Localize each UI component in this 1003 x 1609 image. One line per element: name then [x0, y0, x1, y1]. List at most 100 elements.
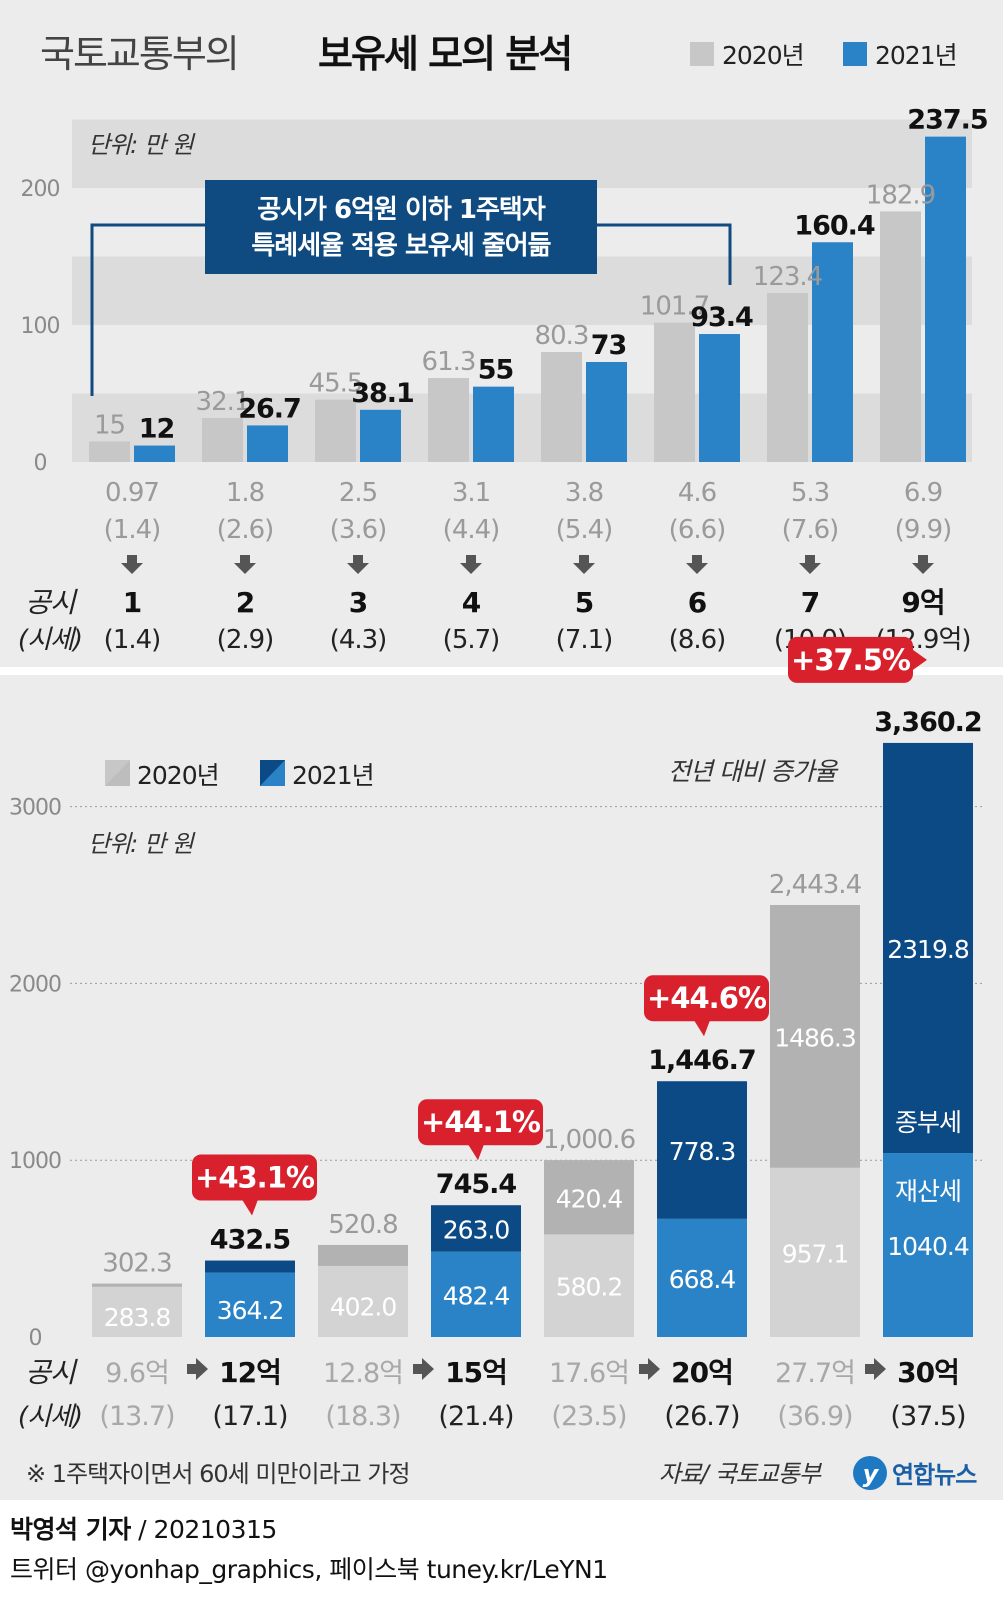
- bottom-y-tick-label: 2000: [9, 972, 61, 997]
- bottom-price: 30억: [897, 1356, 959, 1389]
- legend-label-2020: 2020년: [137, 761, 219, 790]
- bottom-price: 9.6억: [105, 1358, 169, 1389]
- top-bar-2021: [812, 242, 853, 462]
- bottom-y-tick-label: 1000: [9, 1149, 61, 1174]
- bottom-bar-comprehensive-tax: [883, 742, 973, 1154]
- bottom-bar-comprehensive-tax: [544, 1160, 634, 1235]
- callout-line-2: 특례세율 적용 보유세 줄어듦: [251, 231, 550, 261]
- top-unit-label: 단위: 만 원: [88, 131, 196, 159]
- top-market: (8.6): [669, 625, 726, 655]
- bottom-market: (21.4): [438, 1401, 513, 1432]
- segment-name-comprehensive: 종부세: [895, 1108, 961, 1137]
- top-value-2020: 61.3: [422, 347, 476, 377]
- growth-label: +44.6%: [647, 981, 767, 1015]
- top-prev-price: 4.6: [678, 478, 716, 508]
- top-prev-market: (3.6): [330, 515, 387, 545]
- bottom-bar-property-tax: [205, 1272, 295, 1337]
- bottom-bar-comprehensive-tax: [205, 1260, 295, 1273]
- bottom-bar-comprehensive-tax: [92, 1283, 182, 1287]
- source-label: 자료/ 국토교통부: [659, 1460, 823, 1488]
- bottom-bar-comprehensive-tax: [318, 1244, 408, 1266]
- top-bar-2021: [247, 425, 288, 462]
- bottom-price: 15억: [445, 1356, 507, 1389]
- top-prev-price: 2.5: [339, 478, 377, 508]
- top-bar-2021: [473, 386, 514, 462]
- right-arrow-icon: [187, 1358, 208, 1380]
- social-line: 트위터 @yonhap_graphics, 페이스북 tuney.kr/LeYN…: [10, 1555, 608, 1584]
- top-value-2020: 101.7: [640, 292, 709, 322]
- title-bold: 보유세 모의 분석: [318, 32, 571, 76]
- bottom-market: (37.5): [890, 1401, 965, 1432]
- callout-line-1: 공시가 6억원 이하 1주택자: [257, 195, 546, 225]
- top-y-tick-label: 200: [21, 177, 60, 202]
- top-value-2020: 182.9: [866, 180, 935, 210]
- down-arrow-icon: [347, 555, 369, 574]
- top-price: 4: [462, 586, 481, 619]
- yonhap-logo-icon: [853, 1456, 887, 1490]
- bottom-segment-label: 668.4: [669, 1265, 736, 1294]
- bottom-price: 12억: [219, 1356, 281, 1389]
- top-price: 1: [123, 586, 141, 619]
- bottom-market: (23.5): [551, 1401, 626, 1432]
- down-arrow-icon: [234, 555, 256, 574]
- yonhap-logo-text: 연합뉴스: [892, 1461, 977, 1489]
- bottom-segment-label: 364.2: [217, 1296, 284, 1325]
- growth-badge: [788, 636, 913, 683]
- bottom-market: (17.1): [212, 1401, 287, 1432]
- bottom-row-label-market: (시세): [18, 1402, 82, 1432]
- top-price: 9억: [901, 586, 944, 619]
- top-prev-price: 3.8: [565, 478, 603, 508]
- bottom-total-label: 432.5: [210, 1225, 290, 1256]
- bottom-total-label: 1,000.6: [543, 1125, 635, 1155]
- growth-note: 전년 대비 증가율: [668, 757, 839, 786]
- callout-bracket: [90, 223, 732, 396]
- top-value-2021: 38.1: [351, 378, 414, 409]
- bottom-y-tick-label: 3000: [9, 796, 61, 821]
- bottom-y-tick-label: 0: [29, 1326, 42, 1351]
- down-arrow-icon: [912, 555, 934, 574]
- top-value-2021: 26.7: [238, 393, 301, 424]
- yonhap-logo-icon: y: [863, 1460, 880, 1488]
- top-bar-2020: [541, 351, 582, 462]
- top-value-2021: 12: [139, 414, 175, 445]
- bottom-bar-comprehensive-tax: [770, 905, 860, 1168]
- top-prev-market: (6.6): [669, 515, 726, 545]
- top-prev-market: (1.4): [104, 515, 161, 545]
- top-prev-market: (9.9): [895, 515, 952, 545]
- top-prev-price: 1.8: [226, 478, 264, 508]
- top-value-2020: 32.1: [196, 387, 250, 417]
- top-bar-2021: [699, 334, 740, 462]
- top-row-label-price: 공시: [25, 586, 78, 619]
- bottom-segment-label: 402.0: [330, 1292, 397, 1321]
- bottom-bar-property-tax: [883, 1153, 973, 1337]
- top-bar-2020: [428, 378, 469, 462]
- legend-label-2020: 2020년: [722, 41, 804, 70]
- bottom-price: 12.8억: [323, 1358, 403, 1389]
- top-bar-2021: [925, 136, 966, 462]
- section-divider: [0, 667, 1003, 675]
- bottom-segment-label: 1040.4: [887, 1232, 969, 1261]
- credit-footer: 박영석 기자 / 20210315 트위터 @yonhap_graphics, …: [10, 1510, 1000, 1590]
- top-price: 7: [801, 586, 819, 619]
- bottom-bar-property-tax: [431, 1251, 521, 1337]
- top-value-2021: 93.4: [690, 302, 753, 333]
- top-prev-price: 0.97: [105, 478, 159, 508]
- top-segment-label: 2319.8: [887, 935, 969, 964]
- top-row-label-market: (시세): [18, 625, 82, 655]
- bottom-row-label-price: 공시: [25, 1356, 78, 1389]
- top-prev-market: (7.6): [782, 515, 839, 545]
- top-value-2020: 45.5: [309, 369, 363, 399]
- growth-badge-pointer: [242, 1199, 258, 1216]
- top-bar-2020: [767, 292, 808, 462]
- top-price: 6: [688, 586, 706, 619]
- top-prev-price: 3.1: [452, 478, 490, 508]
- top-value-2021: 160.4: [794, 210, 875, 241]
- top-market: (4.3): [330, 625, 387, 655]
- bottom-price: 20억: [671, 1356, 733, 1389]
- reporter-line: 박영석 기자 / 20210315: [10, 1510, 1000, 1550]
- top-price: 5: [575, 586, 593, 619]
- bottom-bar-property-tax: [770, 1167, 860, 1337]
- top-bar-2020: [654, 322, 695, 462]
- segment-name-property: 재산세: [895, 1177, 961, 1206]
- growth-label: +44.1%: [421, 1105, 541, 1139]
